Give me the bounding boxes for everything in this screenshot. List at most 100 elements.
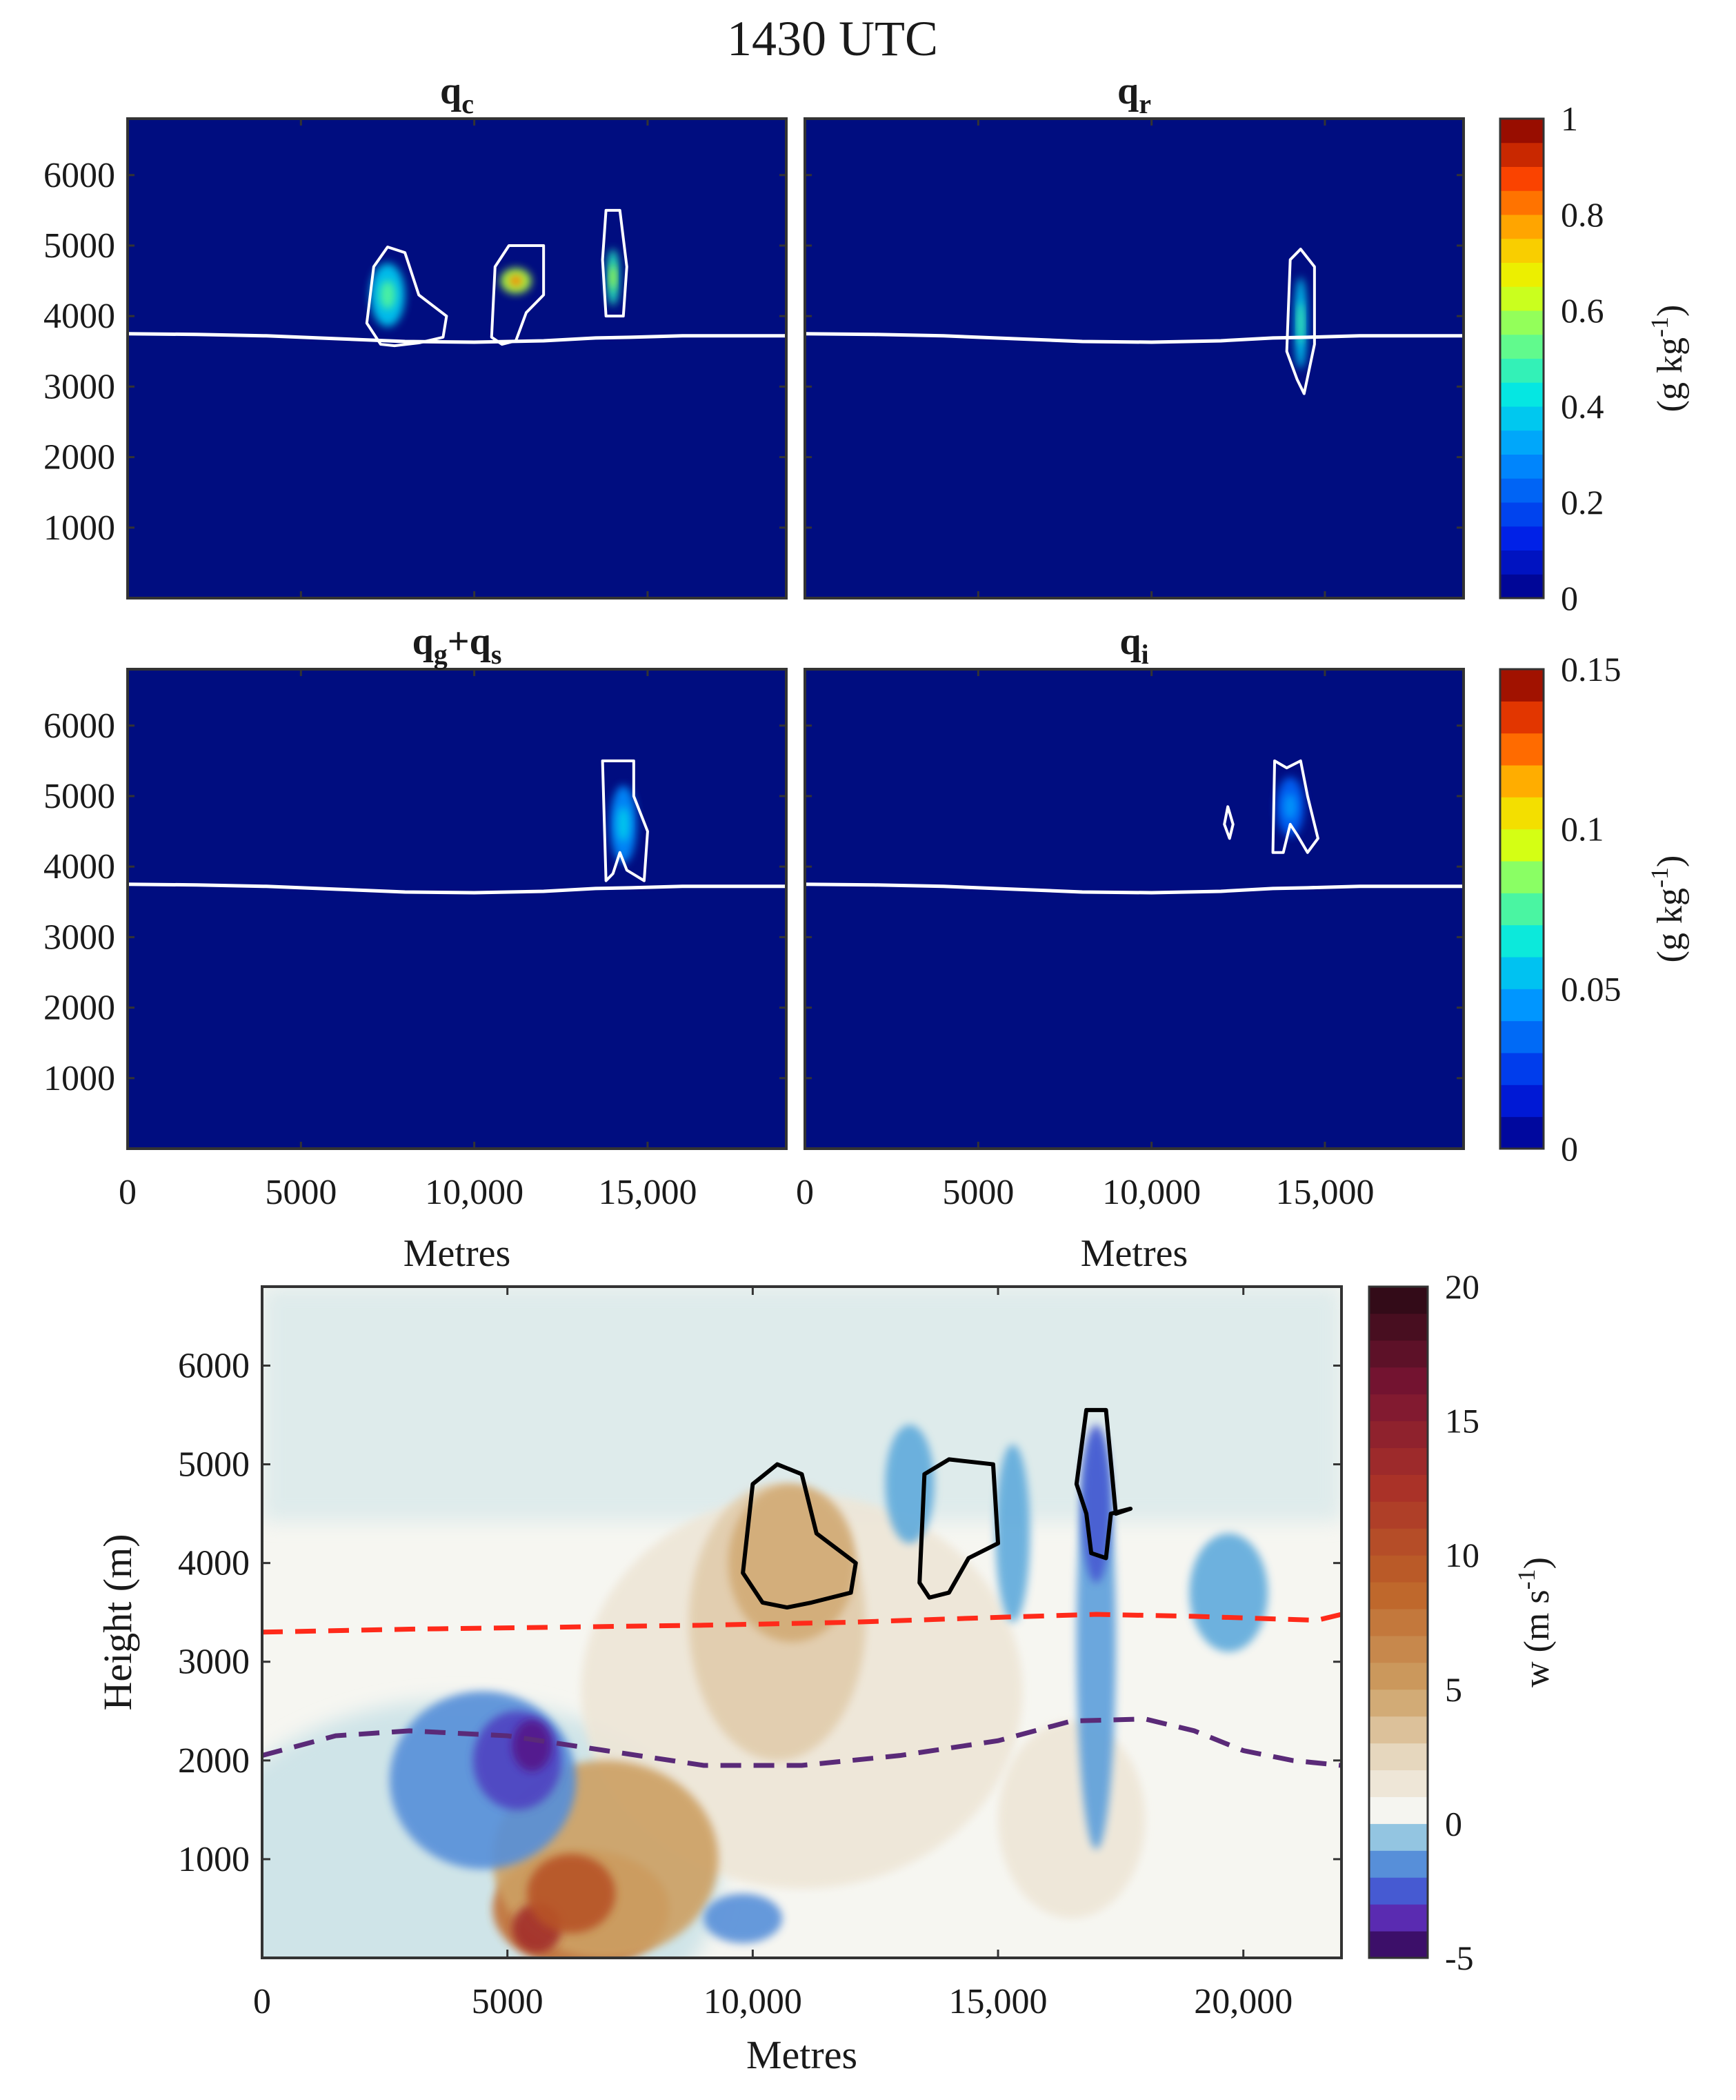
- x-tick-label: 10,000: [1102, 1173, 1201, 1212]
- x-tick-label: 15,000: [1275, 1173, 1374, 1212]
- black-contour-1: [917, 1457, 1001, 1600]
- w-blob-15: [1189, 1533, 1268, 1652]
- colorbar-level: [1500, 286, 1544, 311]
- colorbar-level: [1500, 478, 1544, 503]
- colorbar-level: [1500, 861, 1544, 893]
- w-y-axis-label: Height (m): [95, 1534, 140, 1710]
- w-colorbar-tick-label: -5: [1445, 1939, 1474, 1977]
- cloud-contour-0: [1285, 248, 1316, 395]
- w-colorbar-label: w (m s-1): [1513, 1557, 1557, 1687]
- w-colorbar-level: [1369, 1904, 1428, 1932]
- w-colorbar-tick-label: 5: [1445, 1670, 1462, 1709]
- field-core-1: [508, 275, 523, 287]
- colorbar-cb1: 0 0.2 0.4 0.6 0.8 1 (g kg-1): [1499, 99, 1690, 617]
- w-x-tick-label: 0: [253, 1982, 271, 2021]
- w-x-axis-label: Metres: [746, 2032, 857, 2077]
- w-y-tick-label: 6000: [178, 1346, 250, 1385]
- w-colorbar-level: [1369, 1635, 1428, 1663]
- panel-field: [805, 248, 1464, 395]
- panel-qi: 0 5000 10,000 15,000 Metres qi: [796, 620, 1465, 1275]
- panel-field: [128, 208, 786, 348]
- cloud-contour-1: [490, 244, 546, 346]
- panel-title: qi: [1119, 620, 1148, 670]
- w-colorbar-level: [1369, 1662, 1428, 1690]
- colorbar-frame: [1499, 668, 1545, 1150]
- w-colorbar-level: [1369, 1313, 1428, 1341]
- w-frame: [261, 1285, 1343, 1959]
- w-colorbar-level: [1369, 1716, 1428, 1744]
- y-tick-label: 2000: [43, 989, 115, 1028]
- panel-qc: 1000 2000 3000 4000 5000 6000 qc: [43, 70, 788, 600]
- purple-dashed-line: [262, 1716, 1341, 1768]
- colorbar-tick-label: 0.05: [1561, 969, 1622, 1008]
- colorbar-level: [1500, 454, 1544, 479]
- colorbar-frame: [1499, 117, 1545, 600]
- colorbar-level: [1500, 550, 1544, 575]
- w-y-tick-label: 4000: [178, 1544, 250, 1583]
- w-colorbar-level: [1369, 1420, 1428, 1449]
- w-colorbar-level: [1369, 1609, 1428, 1636]
- w-y-tick-label: 2000: [178, 1741, 250, 1781]
- freezing-level-line: [128, 882, 786, 895]
- panel-background: [128, 669, 786, 1149]
- colorbar-level: [1500, 957, 1544, 989]
- colorbar-tick-label: 0.2: [1561, 483, 1604, 522]
- w-colorbar: -5 0 5 10 15 20 w (m s-1): [1368, 1267, 1557, 1977]
- x-tick-label: 10,000: [425, 1173, 523, 1212]
- field-core-0: [379, 280, 396, 310]
- w-colorbar-tick-label: 0: [1445, 1804, 1462, 1843]
- y-tick-label: 3000: [43, 918, 115, 957]
- cloud-contour-0: [1223, 805, 1235, 840]
- cloud-contour-1: [1271, 759, 1319, 854]
- y-tick-label: 5000: [43, 226, 115, 266]
- y-tick-label: 6000: [43, 156, 115, 195]
- w-x-tick-label: 20,000: [1194, 1982, 1293, 2021]
- x-tick-label: 15,000: [598, 1173, 697, 1212]
- w-colorbar-level: [1369, 1394, 1428, 1422]
- x-axis-label: Metres: [1081, 1232, 1188, 1275]
- colorbar-tick-label: 0: [1561, 1129, 1578, 1168]
- w-y-tick-label: 5000: [178, 1445, 250, 1485]
- y-tick-label: 4000: [43, 297, 115, 336]
- w-colorbar-level: [1369, 1770, 1428, 1797]
- colorbar-level: [1500, 526, 1544, 551]
- panel-background: [805, 669, 1464, 1149]
- panel-title: qc: [440, 70, 474, 119]
- colorbar-level: [1500, 701, 1544, 734]
- y-tick-label: 5000: [43, 777, 115, 816]
- y-tick-label: 2000: [43, 438, 115, 477]
- colorbar-level: [1500, 1084, 1544, 1118]
- freezing-level-line: [805, 882, 1464, 895]
- w-colorbar-level: [1369, 1931, 1428, 1959]
- panel-field: [128, 759, 786, 895]
- freezing-level-line: [128, 332, 786, 344]
- w-x-tick-label: 15,000: [949, 1982, 1048, 2021]
- colorbar-level: [1500, 574, 1544, 599]
- field-core-0: [617, 806, 630, 842]
- colorbar-level: [1500, 765, 1544, 798]
- w-colorbar-level: [1369, 1743, 1428, 1771]
- colorbar-level: [1500, 238, 1544, 263]
- freezing-level-line: [805, 332, 1464, 344]
- w-colorbar-level: [1369, 1528, 1428, 1556]
- w-blob-2: [728, 1484, 856, 1643]
- panel-background: [128, 119, 786, 598]
- cloud-contour-0: [365, 246, 448, 348]
- y-tick-label: 3000: [43, 367, 115, 406]
- w-x-tick-label: 10,000: [704, 1982, 802, 2021]
- field-core-2: [610, 264, 616, 290]
- y-tick-label: 6000: [43, 706, 115, 746]
- colorbar-level: [1500, 797, 1544, 830]
- x-tick-label: 5000: [942, 1173, 1014, 1212]
- colorbar-level: [1500, 310, 1544, 335]
- w-colorbar-tick-label: 10: [1445, 1536, 1479, 1574]
- colorbar-level: [1500, 142, 1544, 167]
- w-blob-10: [512, 1720, 552, 1772]
- colorbar-tick-label: 0.15: [1561, 650, 1622, 689]
- cloud-contour-2: [601, 208, 628, 318]
- colorbar-tick-label: 0.1: [1561, 810, 1604, 849]
- w-colorbar-level: [1369, 1474, 1428, 1502]
- colorbar-level: [1500, 406, 1544, 431]
- w-colorbar-level: [1369, 1340, 1428, 1368]
